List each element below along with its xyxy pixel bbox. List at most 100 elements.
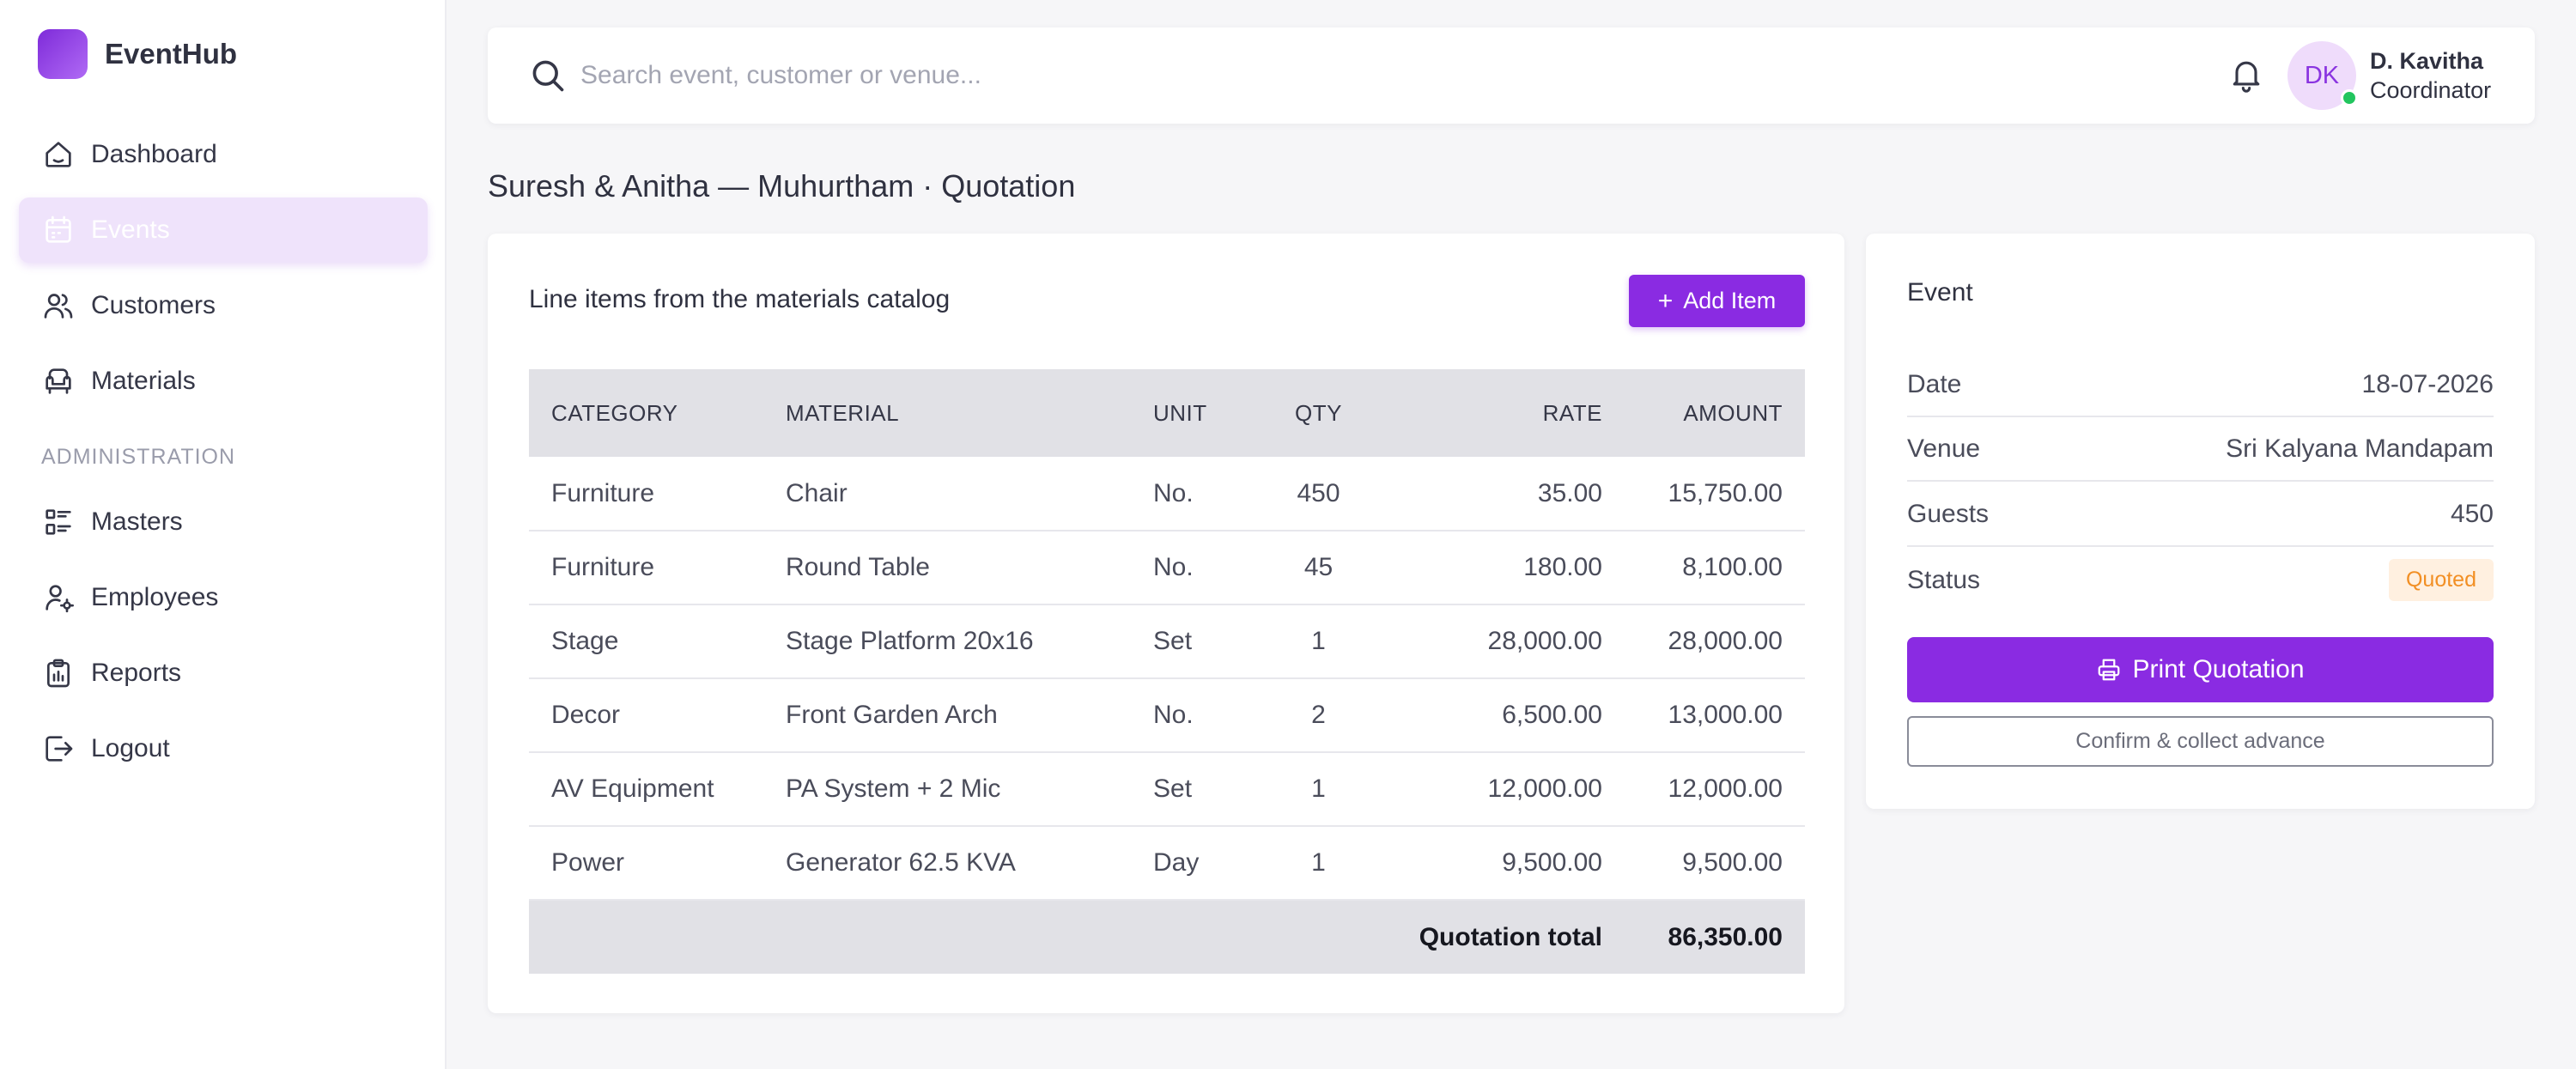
cell-category: Power (529, 826, 786, 901)
event-card: Event Date 18-07-2026 Venue Sri Kalyana … (1866, 234, 2535, 809)
detail-label: Guests (1907, 499, 1990, 528)
brand-logo (38, 29, 88, 79)
detail-guests: Guests 450 (1907, 483, 2494, 547)
sidebar-item-dashboard[interactable]: Dashboard (19, 122, 428, 187)
cell-unit: No. (1153, 531, 1273, 605)
cell-rate: 180.00 (1364, 531, 1604, 605)
users-icon (44, 294, 73, 319)
table-row[interactable]: AV Equipment PA System + 2 Mic Set 1 12,… (529, 752, 1805, 827)
cell-category: AV Equipment (529, 752, 786, 827)
print-quotation-label: Print Quotation (2132, 655, 2305, 683)
search-icon (532, 60, 564, 92)
user-info[interactable]: D. Kavitha Coordinator (2370, 46, 2491, 105)
online-status-dot (2341, 89, 2358, 106)
cell-rate: 6,500.00 (1364, 678, 1604, 753)
brand-name: EventHub (105, 38, 238, 70)
top-bar: DK D. Kavitha Coordinator (488, 27, 2535, 124)
sidebar-item-label: Employees (91, 583, 219, 611)
status-badge: Quoted (2388, 559, 2494, 601)
cell-category: Furniture (529, 531, 786, 605)
cell-unit: Set (1153, 752, 1273, 827)
cell-qty: 1 (1273, 826, 1364, 901)
cell-rate: 12,000.00 (1364, 752, 1604, 827)
table-row[interactable]: Decor Front Garden Arch No. 2 6,500.00 1… (529, 678, 1805, 753)
cell-material: Generator 62.5 KVA (786, 826, 1153, 901)
sidebar-item-employees[interactable]: Employees (19, 565, 428, 630)
table-row[interactable]: Power Generator 62.5 KVA Day 1 9,500.00 … (529, 826, 1805, 901)
sidebar-item-materials[interactable]: Materials (19, 349, 428, 414)
user-role: Coordinator (2370, 77, 2492, 103)
cell-material: Stage Platform 20x16 (786, 604, 1153, 679)
table-total-row: Quotation total 86,350.00 (529, 900, 1805, 974)
add-item-label: Add Item (1683, 288, 1777, 313)
detail-label: Status (1907, 565, 1981, 594)
print-quotation-button[interactable]: Print Quotation (1907, 637, 2494, 702)
line-items-table: CATEGORY MATERIAL UNIT QTY RATE AMOUNT F… (529, 369, 1805, 974)
sidebar-item-label: Events (91, 216, 170, 244)
calendar-icon (46, 216, 71, 243)
cell-category: Furniture (529, 457, 786, 531)
printer-icon (2099, 659, 2120, 681)
quotation-total-label: Quotation total (529, 900, 1604, 974)
bell-icon[interactable] (2227, 53, 2265, 94)
table-row[interactable]: Stage Stage Platform 20x16 Set 1 28,000.… (529, 604, 1805, 679)
cell-amount: 9,500.00 (1604, 826, 1805, 901)
cell-unit: No. (1153, 678, 1273, 753)
cell-material: Round Table (786, 531, 1153, 605)
column-header-rate[interactable]: RATE (1364, 369, 1604, 457)
column-header-amount[interactable]: AMOUNT (1604, 369, 1805, 457)
cell-unit: Set (1153, 604, 1273, 679)
user-gear-icon (46, 585, 74, 613)
cell-amount: 15,750.00 (1604, 457, 1805, 531)
detail-label: Venue (1907, 434, 1981, 463)
cell-material: Front Garden Arch (786, 678, 1153, 753)
page-title: Suresh & Anitha — Muhurtham · Quotation (488, 168, 1076, 203)
table-header-row: CATEGORY MATERIAL UNIT QTY RATE AMOUNT (529, 369, 1805, 457)
cell-rate: 9,500.00 (1364, 826, 1604, 901)
confirm-advance-button[interactable]: Confirm & collect advance (1907, 716, 2494, 767)
cell-qty: 45 (1273, 531, 1364, 605)
table-row[interactable]: Furniture Round Table No. 45 180.00 8,10… (529, 531, 1805, 605)
cell-unit: No. (1153, 457, 1273, 531)
cell-rate: 35.00 (1364, 457, 1604, 531)
line-items-card: Line items from the materials catalog + … (488, 234, 1844, 1013)
column-header-qty[interactable]: QTY (1273, 369, 1364, 457)
cell-amount: 28,000.00 (1604, 604, 1805, 679)
sidebar-item-events[interactable]: Events (19, 197, 428, 263)
sidebar-nav: Dashboard Events Customers Materials ADM… (19, 122, 428, 792)
add-item-button[interactable]: + Add Item (1629, 275, 1805, 327)
cell-category: Stage (529, 604, 786, 679)
cell-qty: 450 (1273, 457, 1364, 531)
avatar[interactable]: DK (2287, 41, 2358, 110)
column-header-material[interactable]: MATERIAL (786, 369, 1153, 457)
user-name: D. Kavitha (2370, 48, 2484, 74)
sidebar-item-label: Masters (91, 507, 183, 536)
sidebar: EventHub Dashboard Events Customers Mate… (0, 0, 447, 1069)
clipboard-icon (47, 659, 70, 688)
cell-qty: 1 (1273, 604, 1364, 679)
detail-status: Status Quoted (1907, 548, 2494, 612)
cell-rate: 28,000.00 (1364, 604, 1604, 679)
detail-value: 450 (2450, 499, 2494, 528)
sidebar-item-logout[interactable]: Logout (19, 716, 428, 781)
detail-value: Sri Kalyana Mandapam (2226, 434, 2494, 463)
detail-date: Date 18-07-2026 (1907, 353, 2494, 417)
line-items-heading: Line items from the materials catalog (529, 285, 951, 313)
cell-material: Chair (786, 457, 1153, 531)
armchair-icon (46, 368, 71, 394)
sidebar-item-reports[interactable]: Reports (19, 641, 428, 706)
column-header-category[interactable]: CATEGORY (529, 369, 786, 457)
cell-amount: 8,100.00 (1604, 531, 1805, 605)
column-header-unit[interactable]: UNIT (1153, 369, 1273, 457)
cell-unit: Day (1153, 826, 1273, 901)
cell-qty: 2 (1273, 678, 1364, 753)
table-row[interactable]: Furniture Chair No. 450 35.00 15,750.00 (529, 457, 1805, 531)
sidebar-item-customers[interactable]: Customers (19, 273, 428, 338)
list-icon (46, 509, 71, 535)
sidebar-item-masters[interactable]: Masters (19, 489, 428, 555)
nav-section-label: ADMINISTRATION (41, 444, 236, 469)
sidebar-item-label: Materials (91, 367, 196, 395)
search-input[interactable] (580, 50, 1697, 101)
brand[interactable]: EventHub (38, 29, 237, 79)
sidebar-item-label: Logout (91, 734, 170, 762)
